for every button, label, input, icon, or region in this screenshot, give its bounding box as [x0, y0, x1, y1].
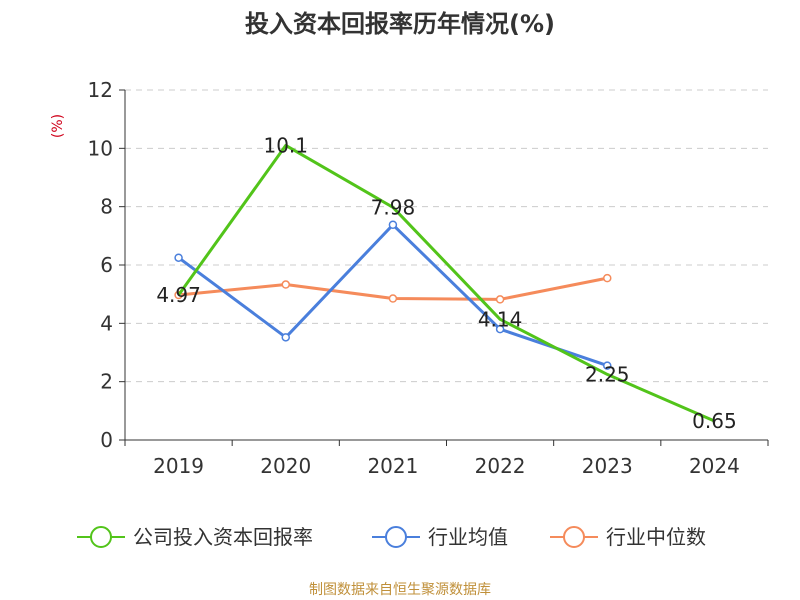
legend-label: 行业均值 [428, 525, 508, 549]
x-tick-label: 2022 [475, 454, 526, 478]
series-point-1 [495, 324, 505, 334]
source-note: 制图数据来自恒生聚源数据库 [309, 582, 491, 598]
series-point-2 [495, 295, 505, 304]
x-tick-label: 2020 [260, 454, 311, 478]
data-label: 4.97 [156, 283, 201, 307]
series-point-2 [603, 273, 612, 283]
legend-label: 行业中位数 [606, 525, 706, 549]
series-point-2 [281, 280, 290, 289]
x-tick-label: 2021 [367, 454, 418, 478]
series-line-0 [177, 143, 715, 423]
y-tick-label: 12 [88, 78, 113, 102]
data-label: 10.1 [263, 133, 308, 157]
legend: 公司投入资本回报率 行业均值 行业中位数 [77, 525, 706, 549]
y-tick-label: 4 [100, 311, 113, 335]
series-point-2 [388, 294, 398, 303]
data-label: 0.65 [692, 409, 737, 433]
series-point-1 [174, 253, 183, 262]
data-labels: 4.97 10.1 7.98 4.14 2.25 0.65 [156, 133, 736, 433]
y-axis-unit: (%) [50, 114, 66, 138]
x-tick-label: 2019 [153, 454, 204, 478]
legend-label: 公司投入资本回报率 [133, 525, 313, 549]
legend-swatch-marker [385, 526, 407, 548]
series-point-1 [603, 361, 612, 370]
series-point-1 [388, 220, 398, 229]
chart-title: 投入资本回报率历年情况(%) [245, 10, 555, 38]
axes: 0 2 4 6 8 10 12 2019 2020 2021 2022 2023 2024 [88, 78, 769, 478]
y-tick-label: 6 [100, 253, 113, 277]
y-tick-label: 8 [100, 195, 113, 219]
x-tick-label: 2024 [689, 454, 740, 478]
x-tick-label: 2023 [582, 454, 633, 478]
y-tick-label: 2 [100, 370, 113, 394]
data-label: 4.14 [478, 307, 523, 331]
series-point-1 [281, 333, 290, 342]
y-tick-label: 0 [100, 428, 113, 452]
y-tick-label: 10 [88, 136, 113, 160]
legend-swatch-marker [563, 526, 585, 548]
data-label: 7.98 [371, 195, 416, 219]
legend-swatch-marker [90, 526, 112, 548]
series-layer [174, 143, 715, 423]
data-label: 2.25 [585, 362, 630, 386]
